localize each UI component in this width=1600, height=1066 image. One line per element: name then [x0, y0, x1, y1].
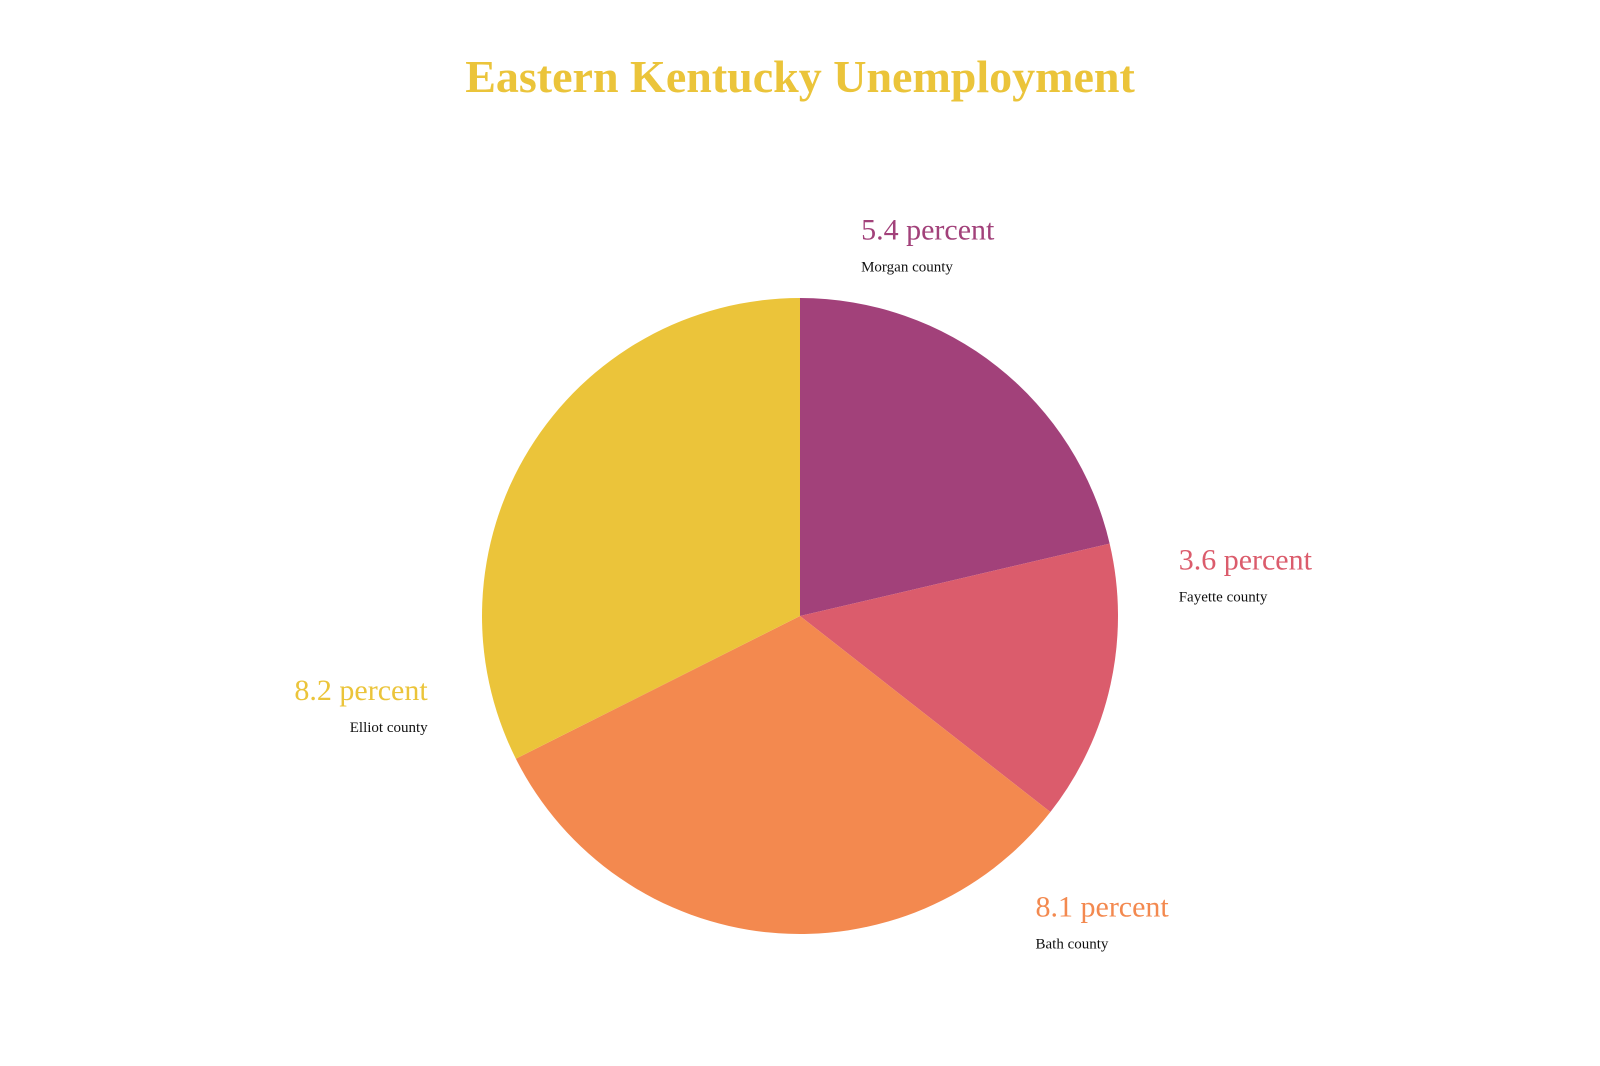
pie-slice-fayette-county — [800, 543, 1119, 813]
pie-slice-bath-county — [515, 616, 1051, 934]
pie-labels: 5.4 percent Morgan county 3.6 percent Fayet… — [294, 213, 1312, 952]
category-label-fayette-county: Fayette county — [1179, 589, 1268, 605]
value-label-morgan-county: 5.4 percent — [861, 213, 995, 246]
category-label-bath-county: Bath county — [1036, 936, 1109, 952]
pie-slice-elliot-county — [482, 297, 800, 759]
chart-title: Eastern Kentucky Unemployment — [465, 51, 1135, 102]
value-label-fayette-county: 3.6 percent — [1179, 543, 1313, 576]
value-label-bath-county: 8.1 percent — [1036, 890, 1170, 923]
value-label-elliot-county: 8.2 percent — [294, 674, 428, 707]
category-label-morgan-county: Morgan county — [861, 259, 953, 275]
pie-slice-morgan-county — [800, 298, 1110, 616]
pie-slices — [482, 297, 1119, 934]
category-label-elliot-county: Elliot county — [350, 720, 428, 736]
